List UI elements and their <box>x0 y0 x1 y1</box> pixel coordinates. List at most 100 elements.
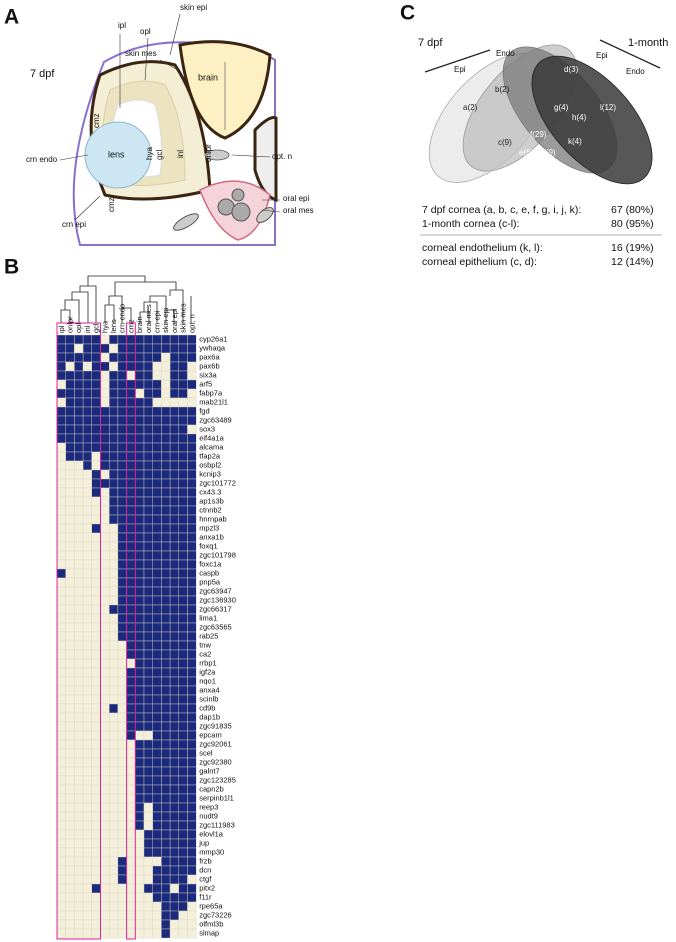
heatmap-cell <box>187 361 197 372</box>
heatmap-cell <box>108 802 119 813</box>
heatmap-cell <box>108 550 119 561</box>
heatmap-cell <box>178 523 188 534</box>
heatmap-cell <box>74 343 84 354</box>
heatmap-cell <box>187 406 197 417</box>
heatmap-cell <box>178 865 188 876</box>
heatmap-cell <box>152 874 162 885</box>
heatmap-cell <box>152 694 162 705</box>
heatmap-cell <box>100 685 110 696</box>
heatmap-cell <box>126 667 136 678</box>
heatmap-cell <box>91 685 101 696</box>
gene-label: ywhaqa <box>199 343 226 352</box>
heatmap-cell <box>74 469 84 480</box>
heatmap-cell <box>74 559 84 570</box>
heatmap-cell <box>56 406 66 417</box>
heatmap-cell <box>82 568 92 579</box>
heatmap-cell <box>187 703 197 714</box>
heatmap-cell <box>169 802 180 813</box>
heatmap-cell <box>135 883 145 894</box>
heatmap-cell <box>82 820 92 831</box>
heatmap-cell <box>82 685 92 696</box>
heatmap-cell <box>74 604 84 615</box>
heatmap-cell <box>100 505 110 516</box>
heatmap-cell <box>117 460 127 471</box>
heatmap-cell <box>100 910 110 921</box>
heatmap-cell <box>143 577 153 588</box>
heatmap-cell <box>108 379 119 390</box>
heatmap-cell <box>82 658 92 669</box>
heatmap-cell <box>91 334 101 345</box>
heatmap-cell <box>91 460 101 471</box>
heatmap-cell <box>82 451 92 462</box>
heatmap-cell <box>82 847 92 858</box>
heatmap-cell <box>91 343 101 354</box>
heatmap-cell <box>169 838 180 849</box>
heatmap-cell <box>56 379 66 390</box>
heatmap-cell <box>117 631 127 642</box>
heatmap-cell <box>100 424 110 435</box>
heatmap-cell <box>135 388 145 399</box>
heatmap-cell <box>187 622 197 633</box>
heatmap-cell <box>108 793 119 804</box>
heatmap-cell <box>152 469 162 480</box>
heatmap-cell <box>74 361 84 372</box>
heatmap-cell <box>161 901 171 912</box>
heatmap-cell <box>143 433 153 444</box>
heatmap-cell <box>100 541 110 552</box>
heatmap-cell <box>126 901 136 912</box>
heatmap-cell <box>161 604 171 615</box>
stat-label: 1-month cornea (c-l): <box>422 218 519 230</box>
heatmap-cell <box>65 667 75 678</box>
heatmap-cell <box>117 928 127 939</box>
heatmap-cell <box>187 784 197 795</box>
heatmap-cell <box>117 811 127 822</box>
heatmap-cell <box>91 694 101 705</box>
heatmap-cell <box>126 865 136 876</box>
heatmap-cell <box>108 658 119 669</box>
heatmap-cell <box>74 784 84 795</box>
heatmap-cell <box>135 442 145 453</box>
gene-label: zgc101798 <box>199 550 236 559</box>
heatmap-cell <box>169 388 180 399</box>
anatomy-label: crn endo <box>26 155 58 164</box>
heatmap-cell <box>178 388 188 399</box>
heatmap-cell <box>74 730 84 741</box>
heatmap-cell <box>74 847 84 858</box>
heatmap-cell <box>178 658 188 669</box>
heatmap-cell <box>161 676 171 687</box>
heatmap-cell <box>143 703 153 714</box>
heatmap-cell <box>82 442 92 453</box>
heatmap-cell <box>135 658 145 669</box>
heatmap-cell <box>74 541 84 552</box>
heatmap-cell <box>135 631 145 642</box>
heatmap-cell <box>187 604 197 615</box>
heatmap-cell <box>178 451 188 462</box>
heatmap-cell <box>91 928 101 939</box>
gene-label: elovl1a <box>199 829 224 838</box>
heatmap-cell <box>100 433 110 444</box>
column-label: hya <box>100 320 109 333</box>
heatmap-cell <box>100 352 110 363</box>
heatmap-cell <box>143 865 153 876</box>
heatmap-cell <box>126 550 136 561</box>
heatmap-cell <box>108 415 119 426</box>
heatmap-cell <box>161 685 171 696</box>
heatmap-cell <box>152 811 162 822</box>
heatmap-cell <box>169 352 180 363</box>
heatmap-cell <box>161 451 171 462</box>
heatmap-cell <box>126 379 136 390</box>
heatmap-cell <box>56 658 66 669</box>
heatmap-cell <box>143 856 153 867</box>
heatmap-cell <box>135 397 145 408</box>
heatmap-cell <box>74 658 84 669</box>
heatmap-cell <box>152 757 162 768</box>
heatmap-cell <box>108 775 119 786</box>
gene-label: cd9b <box>199 703 215 712</box>
gene-label: zgc91835 <box>199 721 232 730</box>
set-label: Epi <box>454 65 466 74</box>
anatomy-label: opl <box>140 27 151 36</box>
heatmap-cell <box>187 460 197 471</box>
heatmap-cell <box>74 478 84 489</box>
heatmap-cell <box>169 829 180 840</box>
heatmap-cell <box>126 856 136 867</box>
